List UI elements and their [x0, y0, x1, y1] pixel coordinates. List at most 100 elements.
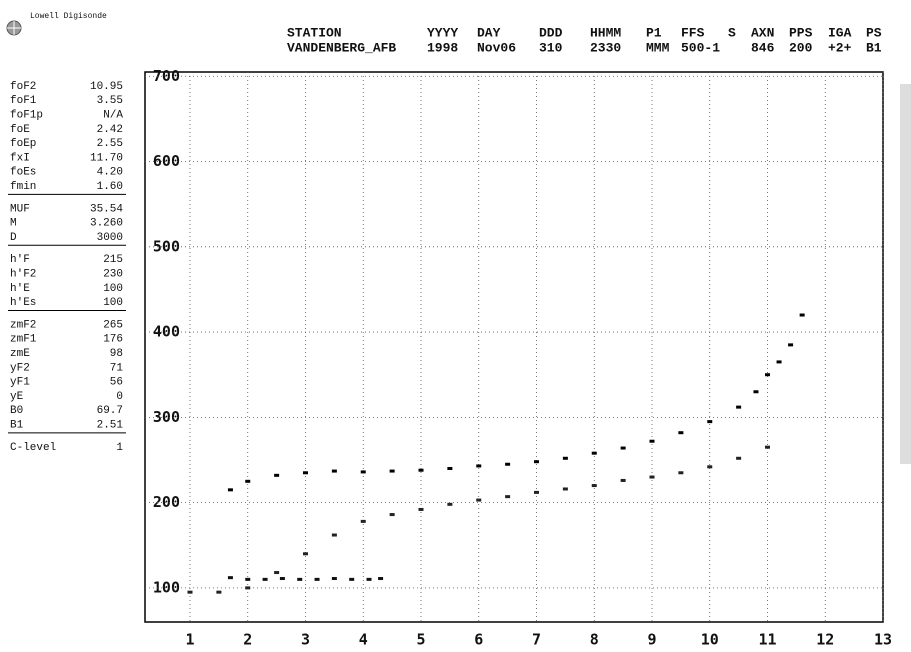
param-name: yF1 [10, 377, 30, 389]
echo-point [777, 360, 782, 363]
echo-point [245, 586, 250, 589]
param-name: M [10, 218, 17, 230]
header-label: HHMM [590, 25, 621, 40]
echo-point [361, 520, 366, 523]
side-strip [900, 84, 911, 464]
header-label: P1 [646, 25, 662, 40]
echo-point [303, 471, 308, 474]
echo-point [419, 508, 424, 511]
echo-point [678, 471, 683, 474]
echo-point [505, 463, 510, 466]
param-value: 2.51 [97, 420, 124, 432]
echo-point [707, 420, 712, 423]
echo-point [563, 457, 568, 460]
param-name: B0 [10, 405, 23, 417]
header-label: PPS [789, 25, 813, 40]
echo-point [315, 578, 320, 581]
y-tick-label: 700 [153, 67, 180, 85]
echo-point [621, 479, 626, 482]
echo-point [447, 467, 452, 470]
x-tick-label: 8 [590, 631, 599, 649]
header-value: 1998 [427, 40, 458, 55]
param-value: 35.54 [90, 203, 123, 215]
param-name: C-level [10, 442, 56, 454]
param-name: D [10, 232, 17, 244]
echo-point [765, 373, 770, 376]
param-value: 3.55 [97, 95, 123, 107]
param-value: 10.95 [90, 81, 123, 93]
ionogram-screen: Lowell Digisonde STATIONYYYYDAYDDDHHMMP1… [0, 0, 911, 652]
x-tick-label: 10 [701, 631, 719, 649]
x-tick-label: 3 [301, 631, 310, 649]
x-tick-label: 11 [758, 631, 776, 649]
header-value: B1 [866, 40, 882, 55]
param-value: 3.260 [90, 218, 123, 230]
echo-point [621, 447, 626, 450]
param-name: foEp [10, 138, 36, 150]
x-tick-label: 13 [874, 631, 892, 649]
echo-point [476, 499, 481, 502]
x-tick-label: 6 [474, 631, 483, 649]
echo-point [563, 487, 568, 490]
x-tick-label: 1 [185, 631, 194, 649]
echo-point [297, 578, 302, 581]
param-name: foF2 [10, 81, 36, 93]
echo-point [390, 470, 395, 473]
echo-point [678, 431, 683, 434]
echo-point [592, 452, 597, 455]
param-name: yF2 [10, 362, 30, 374]
param-value: 56 [110, 377, 123, 389]
param-name: yE [10, 391, 24, 403]
header-label: S [728, 25, 736, 40]
header-label: PS [866, 25, 882, 40]
param-value: 69.7 [97, 405, 123, 417]
header-value: MMM [646, 40, 670, 55]
echo-point [800, 314, 805, 317]
param-value: 0 [116, 391, 123, 403]
y-tick-label: 100 [153, 578, 180, 596]
param-value: 100 [103, 283, 123, 295]
header-label: DDD [539, 25, 563, 40]
echo-point [534, 491, 539, 494]
param-name: fmin [10, 181, 36, 193]
echo-point [476, 464, 481, 467]
y-tick-label: 400 [153, 323, 180, 341]
header-value: 846 [751, 40, 775, 55]
param-value: 98 [110, 348, 123, 360]
param-name: h'Es [10, 297, 36, 309]
param-value: 230 [103, 269, 123, 281]
param-value: 215 [103, 254, 123, 266]
param-value: 4.20 [97, 167, 123, 179]
echo-point [280, 577, 285, 580]
echo-point [419, 469, 424, 472]
param-value: 1.60 [97, 181, 123, 193]
param-value: 1 [116, 442, 123, 454]
param-value: 176 [103, 334, 123, 346]
logo: Lowell Digisonde [7, 12, 107, 35]
param-name: h'E [10, 283, 30, 295]
x-tick-label: 4 [359, 631, 368, 649]
echo-point [367, 578, 372, 581]
echo-point [274, 474, 279, 477]
echo-point [788, 343, 793, 346]
echo-point [592, 484, 597, 487]
logo-text: Lowell Digisonde [30, 12, 107, 21]
echo-point [361, 470, 366, 473]
echo-point [228, 488, 233, 491]
header-value: 2330 [590, 40, 621, 55]
param-name: foF1 [10, 95, 37, 107]
header-label: AXN [751, 25, 774, 40]
param-name: foE [10, 124, 30, 136]
x-tick-label: 5 [416, 631, 425, 649]
param-value: N/A [103, 110, 123, 122]
header-value: VANDENBERG_AFB [287, 40, 396, 55]
x-tick-label: 7 [532, 631, 541, 649]
echo-point [736, 406, 741, 409]
echo-point [228, 576, 233, 579]
header-label: DAY [477, 25, 501, 40]
echo-point [505, 495, 510, 498]
y-tick-label: 600 [153, 152, 180, 170]
echo-point [650, 476, 655, 479]
echo-point [245, 578, 250, 581]
param-value: 265 [103, 319, 123, 331]
